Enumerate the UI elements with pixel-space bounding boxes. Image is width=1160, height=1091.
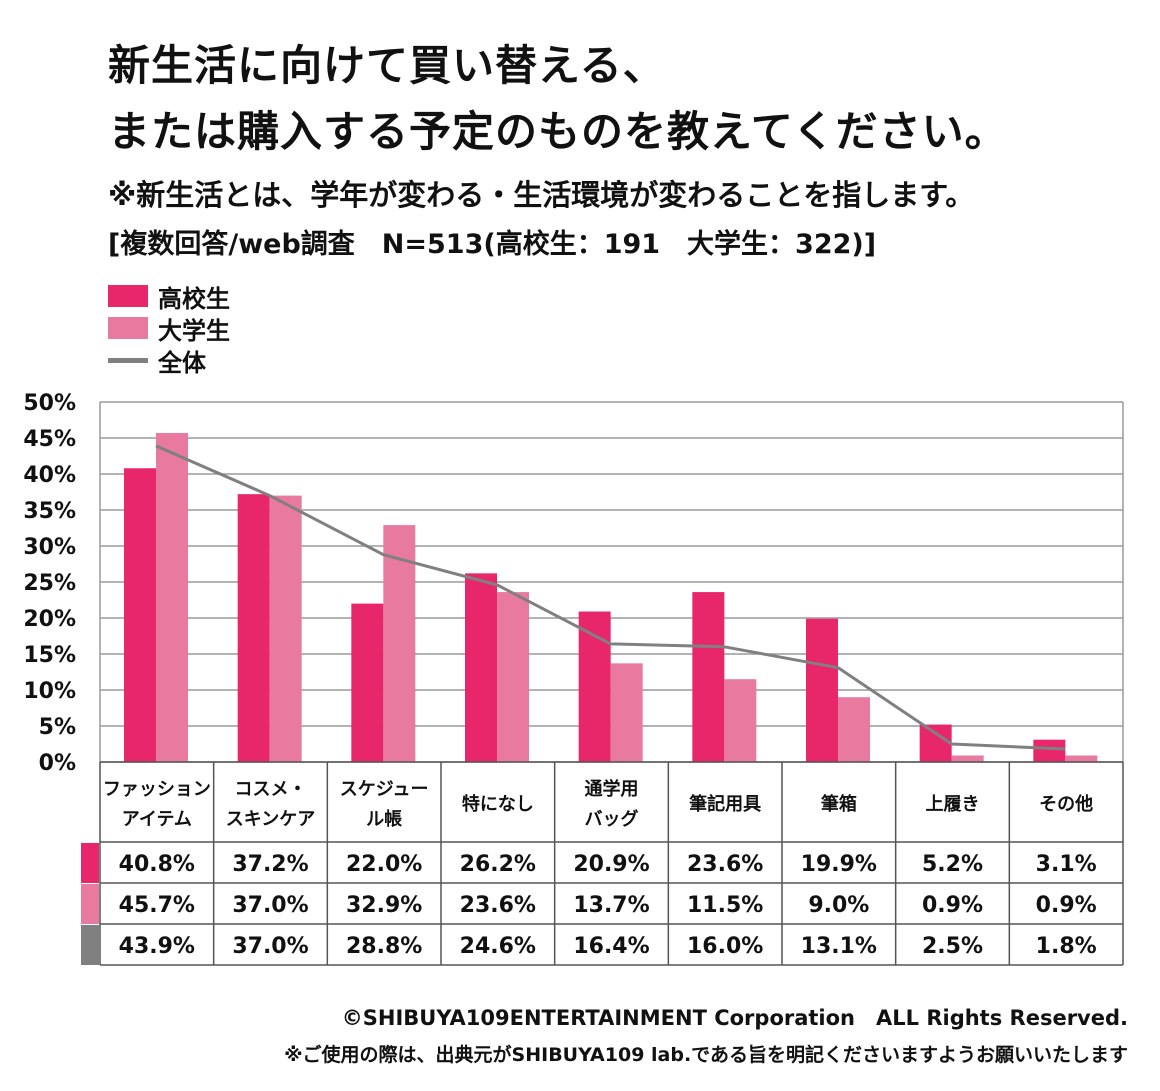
y-tick-label: 5% (39, 715, 76, 740)
data-value-label: 16.0% (687, 934, 763, 959)
data-value-label: 11.5% (687, 893, 763, 918)
category-label: スキンケア (226, 809, 315, 830)
bar-university (838, 697, 870, 762)
data-value-label: 13.1% (801, 934, 877, 959)
data-value-label: 37.2% (232, 852, 308, 877)
data-value-label: 3.1% (1036, 852, 1097, 877)
data-value-label: 40.8% (119, 852, 195, 877)
y-tick-label: 15% (23, 643, 76, 668)
y-tick-label: 40% (23, 463, 76, 488)
legend-label: 高校生 (158, 284, 230, 313)
bar-high-school (351, 603, 384, 762)
y-tick-label: 45% (23, 427, 76, 452)
y-tick-label: 25% (23, 571, 76, 596)
data-value-label: 5.2% (922, 852, 983, 877)
data-value-label: 9.0% (808, 893, 869, 918)
row-marker (81, 884, 99, 924)
data-value-label: 32.9% (346, 893, 422, 918)
subtitle-note: ※新生活とは、学年が変わる・生活環境が変わることを指します。 (108, 178, 975, 212)
category-label: バッグ (585, 808, 639, 830)
data-value-label: 22.0% (346, 852, 422, 877)
data-value-label: 23.6% (460, 893, 536, 918)
data-value-label: 43.9% (119, 934, 195, 959)
data-value-label: 37.0% (232, 893, 308, 918)
bar-high-school (237, 494, 270, 762)
legend-item-university: 大学生 (108, 314, 230, 345)
legend-item-high-school: 高校生 (108, 282, 230, 313)
legend-label: 全体 (158, 348, 206, 377)
category-label: その他 (1039, 793, 1093, 815)
data-value-label: 19.9% (801, 852, 877, 877)
data-value-label: 2.5% (922, 934, 983, 959)
data-value-label: 0.9% (1036, 893, 1097, 918)
usage-note: ※ご使用の際は、出典元がSHIBUYA109 lab.である旨を明記くださいます… (284, 1044, 1128, 1066)
category-label: スケジュー (340, 779, 429, 800)
category-label: 筆箱 (821, 793, 857, 815)
bar-university (1065, 755, 1098, 762)
bar-chart: 0% 5% 10% 15% 20% 25% 30% 35% 40% 45% 50% ファッションアイテ… (23, 391, 1124, 966)
category-label: 特になし (462, 793, 534, 815)
page-title-line-1: 新生活に向けて買い替える、 (108, 41, 666, 90)
data-value-label: 1.8% (1036, 934, 1097, 959)
total-series-line (155, 444, 1066, 751)
y-tick-label: 20% (23, 607, 76, 632)
category-label: コスメ・ (235, 779, 307, 800)
category-label: アイテム (122, 809, 192, 830)
bar-high-school (806, 618, 838, 762)
bar-university (269, 495, 302, 762)
legend-swatch-high-school (108, 285, 148, 307)
legend-line-total (108, 357, 148, 363)
data-value-label: 0.9% (922, 893, 983, 918)
data-value-label: 37.0% (232, 934, 308, 959)
bar-high-school (1033, 739, 1066, 762)
page-title-line-2: または購入する予定のものを教えてください。 (108, 107, 1008, 156)
row-marker (81, 925, 99, 965)
y-tick-label: 0% (39, 751, 76, 776)
bar-university (156, 432, 188, 762)
row-marker (81, 843, 99, 883)
data-value-label: 20.9% (573, 852, 649, 877)
bar-university (610, 663, 643, 762)
bar-high-school (465, 573, 497, 762)
bar-high-school (919, 724, 952, 762)
data-value-label: 28.8% (346, 934, 422, 959)
bar-university (951, 755, 984, 762)
data-value-label: 13.7% (573, 893, 649, 918)
category-label: 筆記用具 (689, 793, 761, 815)
data-value-label: 26.2% (460, 852, 536, 877)
data-value-label: 23.6% (687, 852, 763, 877)
y-tick-label: 50% (23, 391, 76, 416)
y-tick-label: 10% (23, 679, 76, 704)
category-label: 上履き (926, 794, 980, 815)
data-value-label: 24.6% (460, 934, 536, 959)
legend-item-total: 全体 (108, 346, 206, 377)
bar-high-school (692, 592, 725, 762)
bar-high-school (124, 468, 156, 762)
bar-university (497, 592, 529, 762)
y-tick-label: 30% (23, 535, 76, 560)
bar-university (383, 525, 416, 762)
legend-swatch-university (108, 317, 148, 339)
survey-method: [複数回答/web調査 N=513(高校生：191 大学生：322)] (108, 229, 877, 260)
category-label: ル帳 (366, 808, 402, 830)
copyright-text: ©SHIBUYA109ENTERTAINMENT Corporation ALL… (341, 1006, 1128, 1030)
category-label: 通学用 (585, 778, 639, 800)
y-tick-label: 35% (23, 499, 76, 524)
bar-university (724, 679, 757, 762)
legend-label: 大学生 (158, 316, 230, 345)
data-value-label: 45.7% (119, 893, 195, 918)
data-value-label: 16.4% (573, 934, 649, 959)
category-label: ファッション (103, 779, 211, 800)
